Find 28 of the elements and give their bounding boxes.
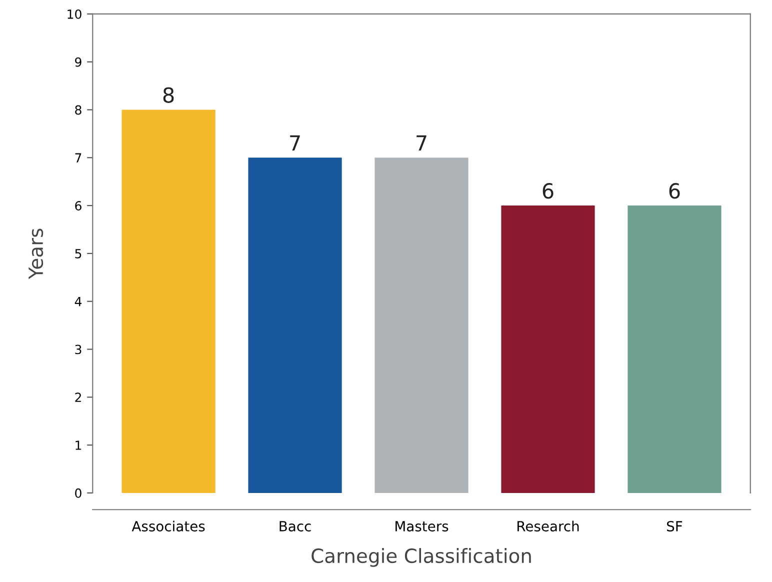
- y-tick-label: 8: [75, 105, 82, 115]
- y-tick-label: 2: [75, 392, 81, 402]
- y-tick-label: 7: [75, 153, 82, 162]
- x-tick-label: SF: [667, 520, 682, 532]
- data-label: 6: [542, 182, 554, 199]
- y-axis-title: Years: [28, 228, 44, 280]
- bar: [122, 110, 216, 493]
- y-tick-label: 6: [75, 201, 82, 210]
- y-tick-label: 3: [75, 344, 82, 354]
- bar: [628, 206, 722, 493]
- x-tick-label: Bacc: [280, 521, 311, 532]
- data-label: 8: [163, 87, 174, 103]
- data-label: 6: [669, 182, 680, 199]
- y-tick-label: 5: [75, 249, 82, 258]
- y-tick-label: 1: [76, 440, 82, 450]
- data-label: 7: [290, 135, 300, 151]
- y-tick-label: 4: [74, 296, 82, 306]
- bar: [248, 158, 342, 493]
- x-tick-label: Associates: [132, 520, 205, 532]
- y-tick-label: 9: [75, 57, 82, 67]
- bar: [501, 206, 595, 493]
- y-tick-label: 10: [68, 9, 82, 19]
- x-tick-label: Masters: [396, 521, 448, 532]
- bar: [374, 158, 468, 493]
- x-tick-label: Research: [518, 520, 579, 532]
- x-axis-title: Carnegie Classification: [312, 548, 531, 567]
- y-tick-label: 0: [75, 488, 82, 498]
- data-label: 7: [416, 135, 426, 151]
